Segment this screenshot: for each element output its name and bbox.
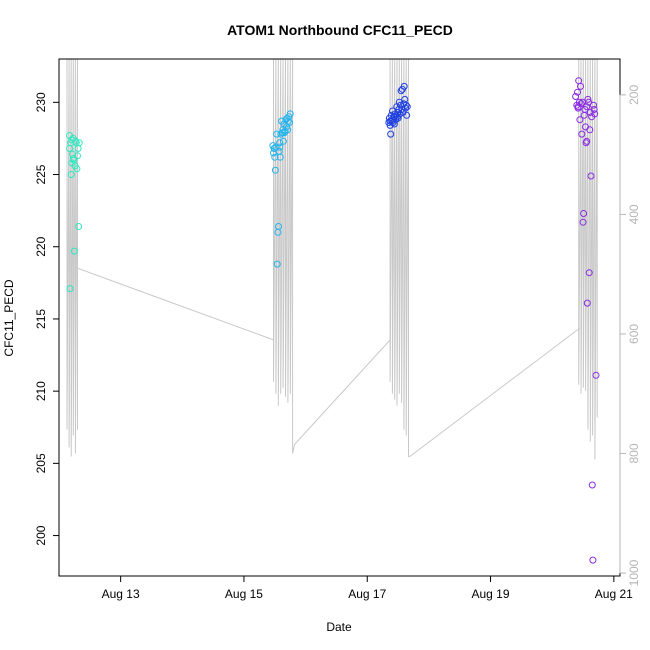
point-3-0 [572,93,580,100]
x-tick-label-4: Aug 21 [595,587,633,601]
right-tick-label-0: 200 [627,85,641,105]
series-2 [385,82,411,138]
point-3-24 [587,172,595,180]
x-tick-label-3: Aug 19 [472,587,510,601]
point-3-27 [589,556,597,564]
y-tick-label-0: 200 [34,525,48,545]
right-axis: 200 400 600 800 1000 [619,85,641,586]
point-3-32 [574,103,582,111]
point-1-28 [286,110,294,118]
trace-segment-2 [273,58,295,454]
data-points [66,77,600,564]
y-axis-label: CFC11_PECD [2,279,16,356]
point-0-18 [68,136,76,144]
series-1 [269,110,294,268]
point-3-11 [579,218,587,226]
point-3-33 [583,103,591,111]
point-2-27 [402,104,409,112]
point-0-15 [74,145,82,152]
y-tick-label-5: 225 [34,164,48,184]
point-3-7 [577,82,584,90]
y-tick-label-3: 215 [34,309,48,329]
y-tick-label-2: 210 [34,381,48,401]
point-1-9 [275,223,282,230]
point-2-31 [386,117,394,125]
point-3-13 [580,111,588,119]
trace-segment-3 [294,339,391,445]
trace-segment-4 [389,58,410,457]
series-3 [572,77,600,564]
point-2-33 [394,108,402,116]
point-1-30 [276,143,284,151]
point-1-12 [276,153,284,161]
right-tick-label-1: 400 [627,204,641,224]
point-0-9 [70,247,78,255]
point-2-29 [403,111,411,119]
point-1-4 [271,166,279,174]
point-3-21 [585,269,593,277]
point-3-5 [575,98,583,106]
point-3-30 [591,110,599,118]
right-tick-label-3: 800 [627,443,641,463]
point-1-27 [286,119,294,126]
right-tick-label-4: 1000 [627,559,641,586]
point-2-3 [387,130,395,138]
altitude-traces [66,58,598,460]
point-1-11 [276,139,284,147]
point-1-17 [279,137,287,145]
point-1-25 [284,117,292,125]
plot-frame [58,58,621,577]
right-tick-label-2: 600 [627,324,641,344]
y-tick-label-1: 205 [34,453,48,473]
point-3-29 [590,106,598,113]
point-0-2 [66,285,74,293]
point-0-16 [75,223,83,230]
y-tick-label-6: 230 [34,92,48,112]
point-2-25 [400,82,408,90]
point-3-28 [590,101,597,109]
point-2-28 [402,101,410,109]
trace-segment-6 [578,58,598,460]
point-3-6 [576,116,584,124]
point-0-4 [67,171,75,178]
point-3-19 [584,95,592,103]
point-2-32 [390,113,398,121]
x-tick-label-2: Aug 17 [348,587,386,601]
x-tick-label-0: Aug 13 [102,587,140,601]
chart-title: ATOM1 Northbound CFC11_PECD [227,22,453,38]
point-3-9 [578,130,586,138]
x-axis: Aug 13 Aug 15 Aug 17 Aug 19 Aug 21 [102,576,633,601]
point-1-7 [273,260,281,268]
x-axis-label: Date [326,620,352,634]
point-0-13 [73,165,81,173]
point-3-31 [592,371,600,379]
trace-segment-5 [409,327,581,457]
point-3-12 [580,210,588,217]
point-2-30 [403,103,411,111]
point-0-17 [75,139,83,147]
point-3-18 [583,299,591,307]
y-tick-label-4: 220 [34,236,48,256]
point-3-2 [574,88,581,96]
y-axis: 200 205 210 215 220 225 230 [34,92,59,546]
trace-segment-1 [77,267,274,341]
series-0 [66,132,83,293]
point-3-17 [583,137,591,145]
x-tick-label-1: Aug 15 [225,587,263,601]
point-3-22 [586,126,594,134]
point-1-31 [279,129,287,137]
point-0-19 [69,155,77,163]
trace-segment-0 [66,58,78,457]
point-3-26 [588,481,596,489]
